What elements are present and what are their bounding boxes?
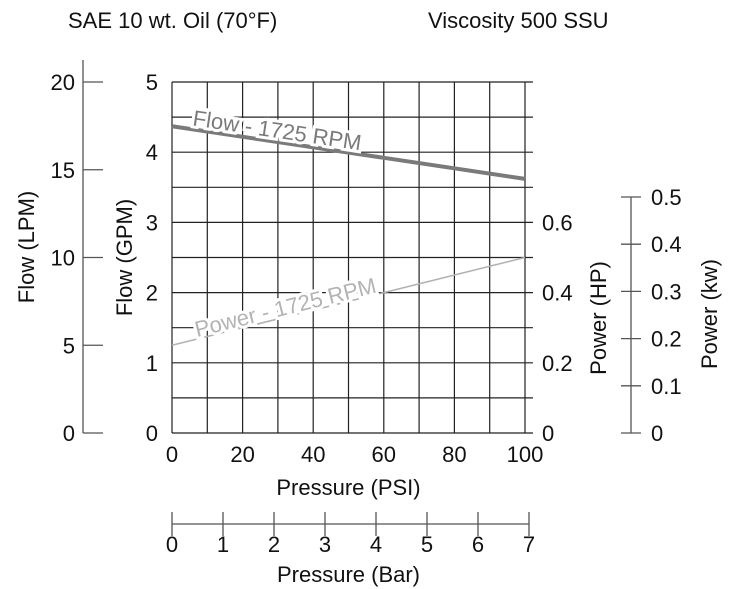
gpm-axis-label: Flow (GPM) [112,199,137,316]
lpm-tick-label: 15 [51,158,75,183]
hp-tick-label: 0.4 [542,281,573,306]
lpm-tick-label: 5 [63,333,75,358]
x-tick-label: 40 [301,442,325,467]
lpm-axis-label: Flow (LPM) [14,191,39,303]
chart-title-right: Viscosity 500 SSU [428,8,609,33]
bar-tick-label: 5 [421,532,433,557]
gpm-tick-label: 0 [146,421,158,446]
bar-tick-label: 7 [523,532,535,557]
kw-axis-label: Power (kw) [697,259,722,369]
kw-tick-label: 0.5 [651,185,682,210]
kw-tick-label: 0.1 [651,374,682,399]
bar-tick-label: 6 [472,532,484,557]
gpm-tick-label: 3 [146,210,158,235]
bar-tick-label: 2 [268,532,280,557]
series-label-flow: Flow - 1725 RPM [191,105,363,155]
hp-axis-label: Power (HP) [586,261,611,375]
hp-tick-label: 0.2 [542,351,573,376]
bar-tick-label: 0 [166,532,178,557]
kw-tick-label: 0 [651,421,663,446]
lpm-tick-label: 10 [51,246,75,271]
chart-title-left: SAE 10 wt. Oil (70°F) [68,8,278,33]
gpm-tick-label: 5 [146,70,158,95]
bar-tick-label: 1 [217,532,229,557]
x-tick-label: 0 [166,442,178,467]
lpm-tick-label: 20 [51,70,75,95]
hp-tick-label: 0.6 [542,210,573,235]
x-tick-label: 100 [507,442,544,467]
bar-tick-label: 3 [319,532,331,557]
gpm-tick-label: 2 [146,281,158,306]
x-tick-label: 20 [230,442,254,467]
kw-tick-label: 0.3 [651,279,682,304]
bar-tick-label: 4 [370,532,382,557]
series-line-flow [171,124,526,181]
lpm-tick-label: 0 [63,421,75,446]
gpm-tick-label: 1 [146,351,158,376]
gpm-tick-label: 4 [146,140,158,165]
series-line-power [171,256,526,347]
bar-axis-label: Pressure (Bar) [277,562,420,587]
x-tick-label: 80 [442,442,466,467]
x-axis-label: Pressure (PSI) [276,475,420,500]
hp-tick-label: 0 [542,421,554,446]
kw-tick-label: 0.4 [651,232,682,257]
series-label-power: Power - 1725 RPM [192,273,378,342]
kw-tick-label: 0.2 [651,327,682,352]
x-tick-label: 60 [372,442,396,467]
